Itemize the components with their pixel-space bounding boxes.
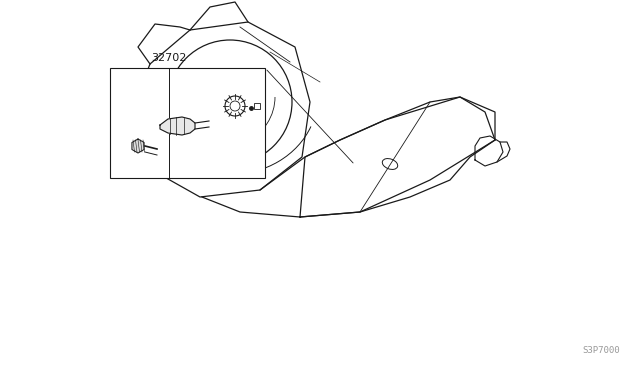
Polygon shape — [160, 117, 195, 135]
Polygon shape — [132, 139, 144, 153]
Text: S3P7000: S3P7000 — [582, 346, 620, 355]
Text: 32702: 32702 — [151, 53, 187, 63]
Bar — [110, 68, 265, 178]
